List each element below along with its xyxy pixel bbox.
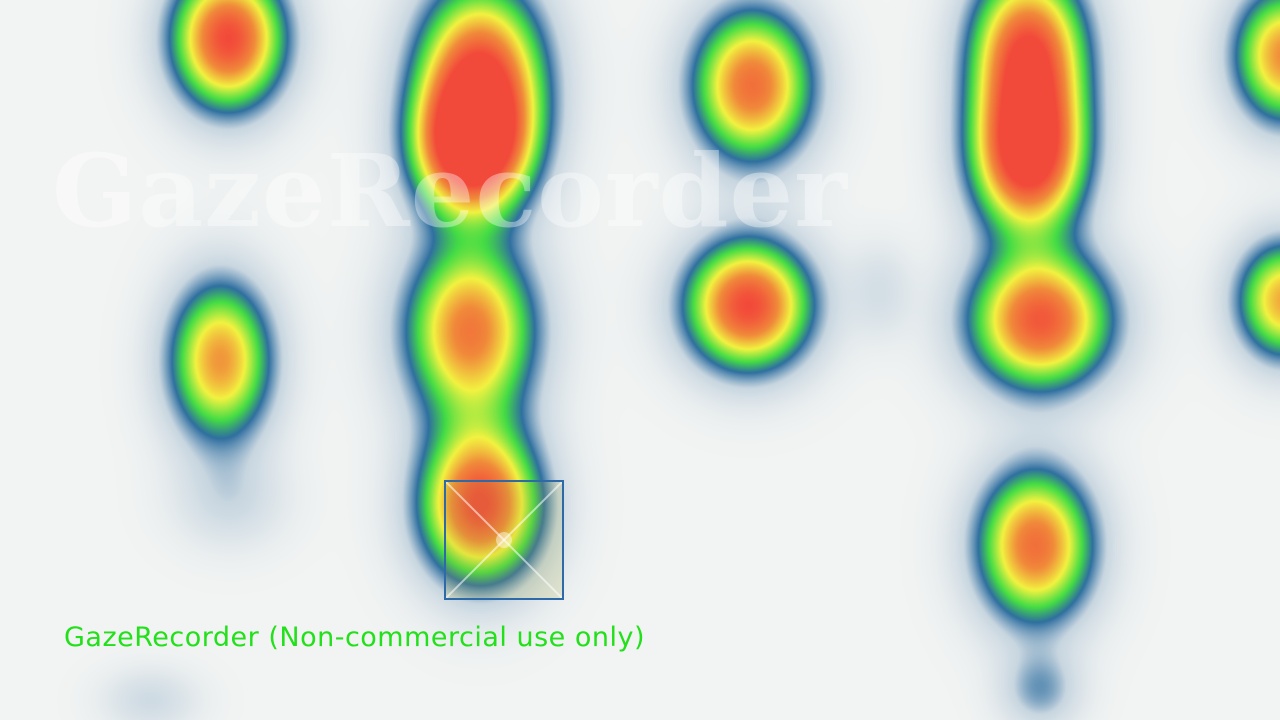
calibration-target-icon xyxy=(446,482,562,598)
calibration-target[interactable] xyxy=(444,480,564,600)
license-caption: GazeRecorder (Non-commercial use only) xyxy=(64,622,646,653)
